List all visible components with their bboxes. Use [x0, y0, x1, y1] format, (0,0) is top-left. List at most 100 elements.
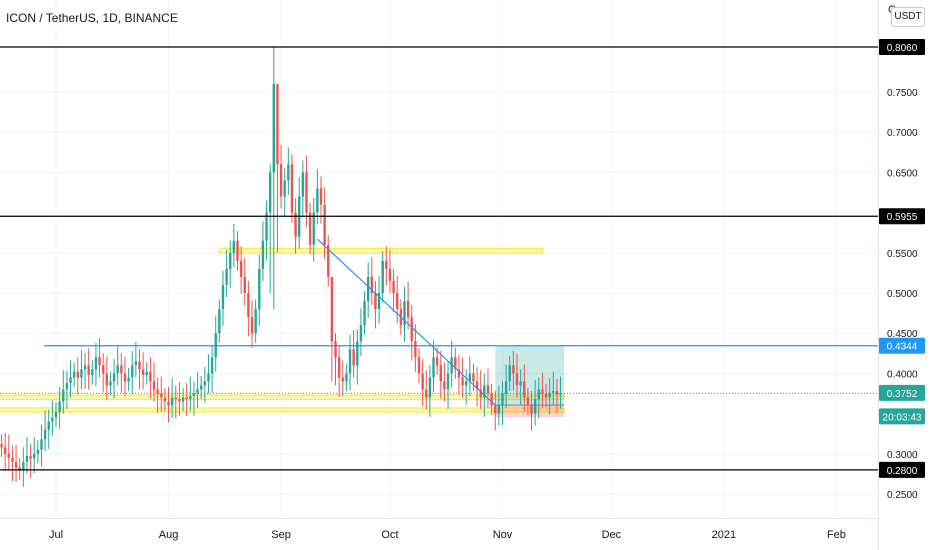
candle-body: [283, 180, 286, 197]
candle-body: [123, 373, 127, 382]
candle-body: [207, 373, 210, 382]
candle-body: [490, 393, 493, 406]
candle-body: [101, 365, 105, 374]
candle-body: [11, 457, 14, 462]
candle-body: [374, 293, 377, 310]
horizontal-levels[interactable]: [0, 46, 878, 471]
price-tick-label: 0.7000: [887, 128, 918, 139]
candle-body: [247, 293, 250, 318]
candle-body: [377, 293, 381, 310]
candle-body: [138, 361, 141, 370]
candle-body: [268, 172, 272, 213]
candle-body: [559, 393, 562, 395]
candle-body: [174, 397, 177, 400]
candle-body: [403, 301, 406, 326]
price-tick-label: 0.4000: [887, 369, 918, 380]
candle-body: [47, 421, 50, 430]
time-tick-label: Dec: [602, 529, 622, 541]
candle-body: [501, 393, 504, 406]
currency-button[interactable]: USDT: [891, 7, 925, 27]
candle-body: [526, 397, 530, 406]
profit-zone: [495, 345, 565, 406]
candle-body: [7, 453, 11, 458]
candle-body: [406, 301, 410, 318]
candle-body: [141, 369, 145, 376]
candle-body: [98, 357, 101, 366]
candle-body: [170, 397, 174, 406]
candle-body: [323, 204, 326, 245]
candle-body: [290, 164, 294, 213]
candle-body: [152, 381, 156, 390]
candle-body: [305, 172, 308, 213]
candle-body: [62, 389, 65, 402]
price-axis-labels: 0.8060 0.5955 0.4344 0.2800 0.3752 20:03:43: [879, 38, 925, 478]
price-tick-label: 0.4500: [887, 329, 918, 340]
candle-body: [421, 373, 424, 390]
trendline[interactable]: [316, 238, 496, 406]
candle-body: [0, 444, 3, 448]
candle-body: [265, 212, 268, 241]
symbol-title[interactable]: ICON / TetherUS, 1D, BINANCE: [6, 11, 178, 25]
candle-body: [301, 172, 305, 197]
candle-body: [472, 373, 475, 382]
price-tick-label: 0.5000: [887, 289, 918, 300]
candle-body: [454, 357, 457, 370]
candle-body: [530, 405, 533, 414]
candle-body: [533, 399, 537, 414]
candle-body: [160, 393, 163, 398]
candle-body: [356, 341, 359, 366]
price-tick-label: 0.5500: [887, 249, 918, 260]
candle-body: [515, 373, 519, 386]
candle-body: [40, 439, 43, 450]
time-tick-label: Feb: [827, 529, 846, 541]
candle-body: [308, 212, 312, 245]
candle-body: [334, 341, 337, 358]
candle-body: [236, 240, 239, 261]
candle-body: [457, 369, 461, 378]
candle-body: [446, 373, 450, 390]
price-tick-label: 0.6500: [887, 168, 918, 179]
countdown-label: 20:03:43: [883, 412, 922, 423]
price-tick-label: 0.3000: [887, 450, 918, 461]
candle-body: [417, 357, 421, 374]
candle-body: [276, 83, 279, 165]
time-axis[interactable]: Jul Aug Sep Oct Nov Dec 2021 Feb: [0, 518, 878, 542]
candle-body: [552, 391, 555, 393]
candle-body: [105, 373, 109, 386]
candle-body: [254, 309, 257, 334]
candle-body: [218, 309, 221, 334]
candle-body: [450, 357, 453, 374]
candle-body: [178, 399, 181, 402]
time-tick-label: Aug: [159, 529, 179, 541]
candle-body: [29, 456, 32, 459]
candle-body: [189, 395, 192, 400]
candle-body: [58, 401, 61, 412]
candle-body: [363, 301, 366, 326]
current-price-label-bg: [879, 384, 925, 401]
candle-body: [250, 317, 254, 334]
candle-body: [200, 385, 203, 390]
highlight-zone: [0, 407, 565, 413]
candle-body: [185, 397, 188, 400]
candle-body: [272, 83, 275, 173]
candle-body: [87, 365, 90, 376]
candle-body: [392, 280, 395, 293]
candle-body: [316, 188, 319, 213]
price-tick-label: 0.7500: [887, 88, 918, 99]
price-axis[interactable]: 0.7500 0.7000 0.6500 0.5500 0.5000 0.4500 0.40…: [878, 0, 919, 550]
candle-body: [181, 397, 185, 402]
candle-body: [36, 449, 40, 454]
level-price-label-bg: [879, 461, 925, 478]
candlestick-series: [0, 46, 562, 487]
candle-body: [196, 389, 199, 394]
long-position-tool[interactable]: [495, 345, 565, 418]
candle-body: [116, 365, 119, 374]
candle-body: [432, 357, 435, 378]
candle-body: [352, 349, 355, 366]
loss-zone: [495, 405, 565, 418]
candle-body: [69, 377, 72, 384]
candle-body: [192, 393, 196, 396]
candle-body: [330, 276, 334, 342]
candle-body: [83, 365, 87, 370]
